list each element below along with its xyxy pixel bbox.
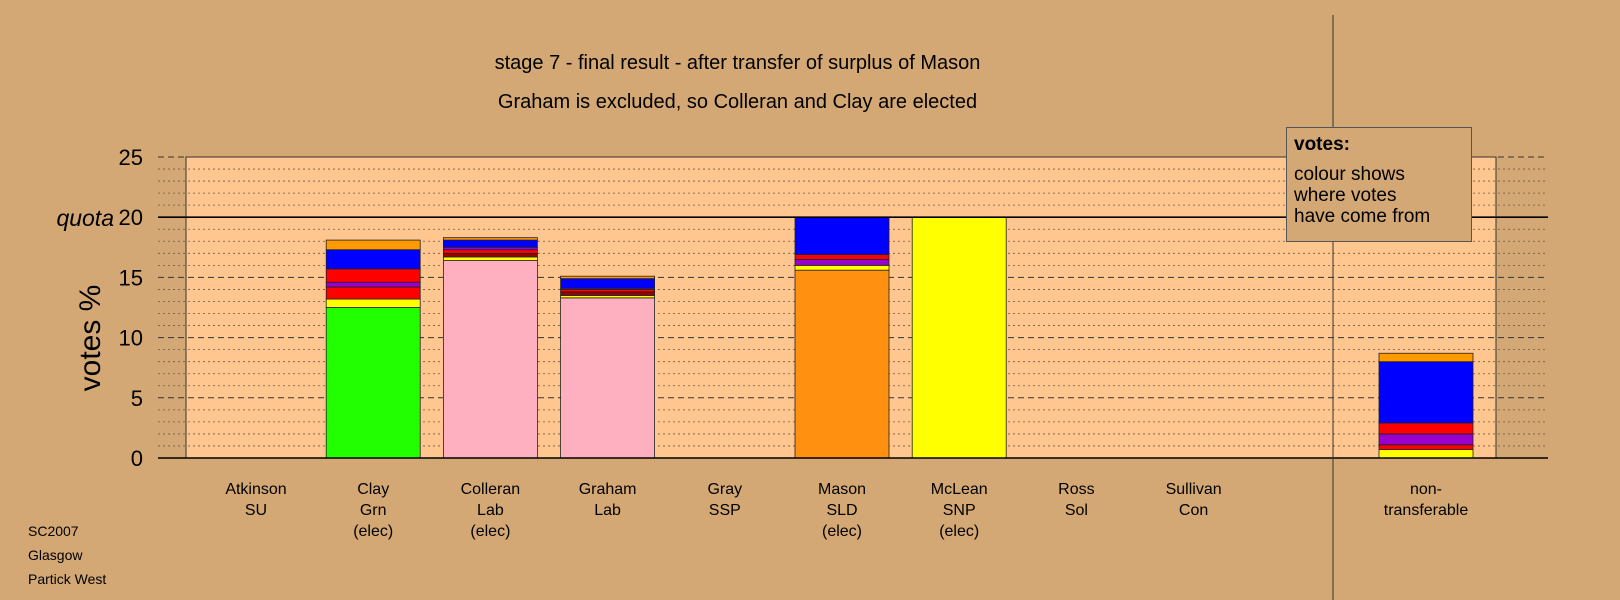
bar-segment	[794, 264, 890, 271]
bar-segment	[911, 216, 1007, 459]
x-tick-label: Sullivan	[1166, 481, 1222, 498]
bar-segment	[1378, 433, 1474, 446]
bar-segment	[794, 269, 890, 459]
bar-segment	[560, 275, 655, 280]
chart-title: stage 7 - final result - after transfer …	[494, 52, 981, 74]
bar-segment	[442, 256, 538, 261]
bar-segment	[1378, 422, 1474, 435]
x-tick-label: SNP	[943, 502, 976, 519]
x-tick-label: (elec)	[939, 523, 979, 540]
quota-label: quota	[56, 205, 114, 231]
bar-segment	[794, 216, 890, 255]
bar-segment	[794, 254, 890, 260]
footer-council: Glasgow	[28, 547, 83, 563]
x-tick-label: transferable	[1384, 502, 1469, 519]
bar-segment	[794, 258, 890, 266]
y-axis-label: votes %	[74, 285, 107, 392]
y-tick-label: 10	[119, 326, 143, 351]
bar-segment	[1378, 449, 1474, 459]
x-tick-label: Sol	[1065, 502, 1088, 519]
bar-segment	[325, 239, 421, 251]
legend-line: where votes	[1294, 185, 1397, 206]
bar-segment	[560, 297, 655, 459]
bar-segment	[325, 307, 421, 459]
x-tick-label: Graham	[579, 481, 637, 498]
bar-segment	[325, 268, 421, 283]
x-tick-label: SSP	[709, 502, 741, 519]
bars-layer	[325, 216, 1474, 459]
x-tick-label: Gray	[707, 481, 742, 498]
legend-line: have come from	[1294, 206, 1431, 227]
bar-segment	[1378, 361, 1474, 424]
x-tick-label: non-	[1410, 481, 1442, 498]
bar-segment	[442, 239, 538, 248]
x-tick-label: Ross	[1058, 481, 1094, 498]
bar-segment	[442, 249, 538, 254]
x-tick-label: SLD	[826, 502, 857, 519]
y-tick-label: 25	[119, 145, 143, 170]
y-tick-label: 0	[131, 446, 143, 471]
x-tick-label: Lab	[477, 502, 504, 519]
legend-title: votes:	[1294, 134, 1350, 155]
bar-segment	[325, 249, 421, 270]
y-tick-label: 15	[119, 265, 143, 290]
bar-segment	[442, 260, 538, 459]
x-tick-label: Mason	[818, 481, 866, 498]
bar-segment	[325, 286, 421, 300]
x-tick-label: (elec)	[822, 523, 862, 540]
bar-segment	[1378, 352, 1474, 363]
bar-segment	[325, 298, 421, 308]
x-tick-label: Lab	[594, 502, 621, 519]
bar-segment	[442, 252, 538, 258]
y-tick-label: 20	[119, 205, 143, 230]
x-tick-label: Colleran	[461, 481, 521, 498]
legend-line: colour shows	[1294, 164, 1405, 185]
legend: votes: colour shows where votes have com…	[1286, 127, 1472, 242]
bar-segment	[1378, 444, 1474, 450]
bar-segment	[560, 291, 655, 296]
x-tick-label: Atkinson	[225, 481, 286, 498]
footer-ward: Partick West	[28, 571, 107, 587]
x-tick-label: (elec)	[470, 523, 510, 540]
chart-subtitle: Graham is excluded, so Colleran and Clay…	[497, 91, 978, 113]
x-tick-label: SU	[245, 502, 267, 519]
x-tick-label: Clay	[357, 481, 389, 498]
y-tick-label: 5	[131, 386, 143, 411]
footer-election: SC2007	[28, 523, 79, 539]
x-tick-label: Con	[1179, 502, 1208, 519]
bar-segment	[560, 278, 655, 289]
bar-segment	[325, 281, 421, 288]
x-tick-label: Grn	[360, 502, 387, 519]
x-tick-label: (elec)	[353, 523, 393, 540]
x-tick-label: McLean	[931, 481, 988, 498]
bar-segment	[442, 237, 538, 241]
